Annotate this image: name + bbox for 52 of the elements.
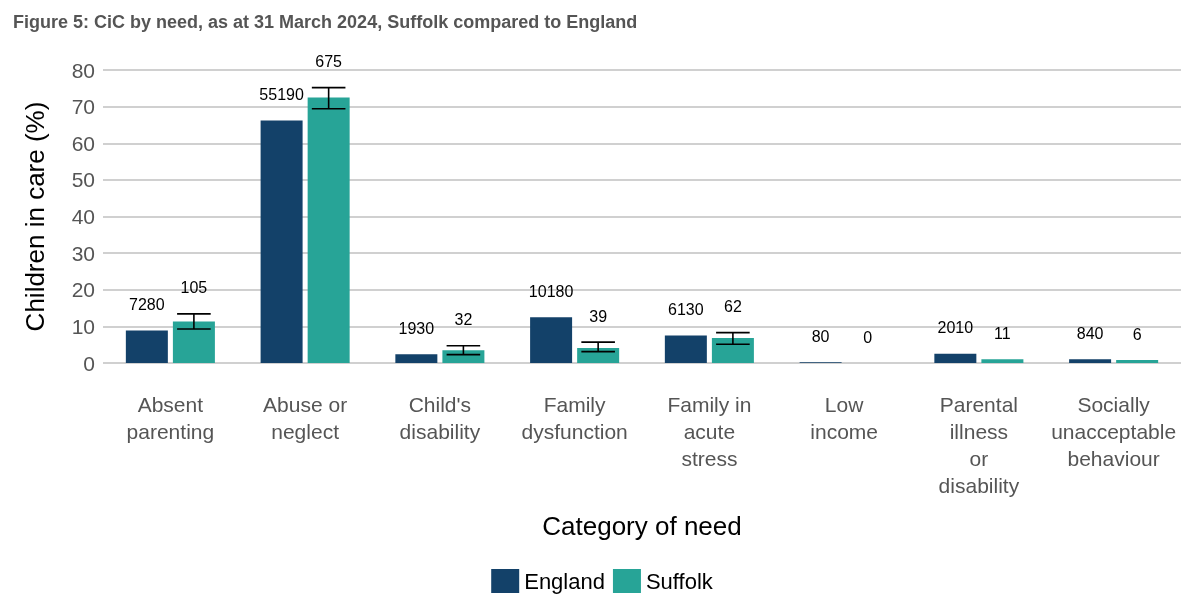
y-tick-label: 50 (71, 168, 95, 192)
y-tick-label: 70 (71, 95, 95, 119)
bar (530, 317, 573, 363)
annotation: 0 (863, 328, 873, 346)
x-tick-label: Family dysfunction (521, 393, 628, 443)
annotation: 10180 (528, 282, 574, 300)
bar (442, 350, 485, 363)
annotation: 840 (1076, 324, 1104, 342)
y-tick-label: 10 (71, 314, 95, 338)
bar (711, 338, 754, 363)
bar (395, 354, 438, 363)
x-tick-label: Low income (810, 393, 878, 443)
legend-label: Suffolk (645, 568, 714, 594)
annotation: 6130 (668, 301, 704, 319)
y-tick-label: 40 (71, 205, 95, 228)
annotation: 39 (589, 307, 608, 325)
x-tick-label: Child's disability (399, 393, 481, 443)
annotation: 7280 (129, 295, 165, 313)
bar (125, 330, 168, 363)
annotation: 55190 (259, 86, 304, 104)
annotation: 1930 (398, 319, 435, 337)
x-tick-label: Abuse or neglect (263, 393, 348, 443)
bar (981, 359, 1024, 363)
x-tick-label: Socially unacceptable behaviour (1051, 393, 1177, 470)
x-tick-label: Absent parenting (126, 393, 215, 443)
y-tick-label: 20 (71, 278, 95, 302)
y-axis-title: Children in care (%) (20, 101, 50, 332)
bar (1116, 360, 1159, 363)
x-axis-title: Category of need (542, 511, 742, 541)
bar (1069, 359, 1112, 363)
bar (577, 347, 620, 363)
y-tick-label: 80 (71, 58, 95, 82)
annotation: 2010 (937, 319, 974, 337)
annotation: 32 (454, 311, 473, 329)
legend-label: England (524, 568, 605, 594)
bar (260, 120, 303, 363)
annotation: 62 (724, 298, 742, 316)
annotation: 6 (1132, 325, 1142, 343)
bar (664, 335, 707, 363)
y-tick-label: 0 (83, 351, 95, 375)
y-tick-label: 30 (71, 241, 95, 265)
y-tick-label: 60 (71, 131, 95, 155)
bar (307, 97, 350, 363)
annotation: 675 (315, 53, 343, 71)
annotation: 11 (994, 324, 1011, 342)
bar (934, 353, 977, 363)
chart-title: Figure 5: CiC by need, as at 31 March 2024, Suffolk compared to England (13, 12, 638, 32)
bar (172, 321, 215, 363)
annotation: 105 (180, 279, 208, 297)
x-tick-label: Parental illness or disability (938, 393, 1020, 497)
annotation: 80 (811, 327, 830, 345)
x-tick-label: Family in acute stress (667, 393, 752, 470)
